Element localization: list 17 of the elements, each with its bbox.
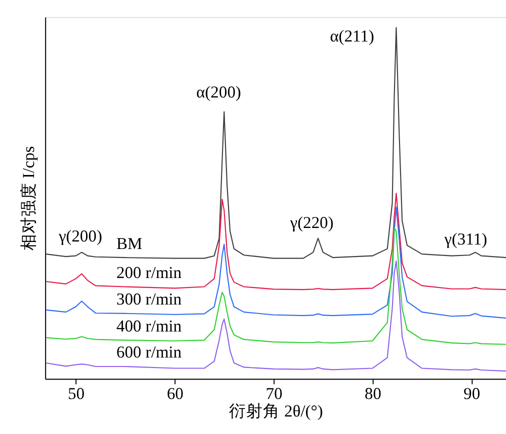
annotation: α(200) [196, 82, 242, 102]
x-tick-label: 60 [166, 384, 184, 403]
x-tick-label: 70 [266, 384, 282, 403]
series-label: 300 r/min [116, 290, 182, 309]
annotation: γ(220) [289, 212, 334, 232]
x-tick-label: 90 [464, 384, 480, 403]
series-label: 600 r/min [116, 342, 182, 362]
annotation: α(211) [330, 26, 374, 46]
x-tick-label: 50 [68, 384, 85, 403]
series-label: 200 r/min [116, 262, 182, 282]
series-label: 400 r/min [116, 316, 182, 336]
x-axis-title: 衍射角 2θ/(°) [229, 402, 323, 421]
annotation: γ(200) [58, 226, 102, 246]
y-axis-title: 相对强度 I/cps [18, 146, 38, 251]
x-tick-label: 80 [364, 384, 382, 403]
annotation: γ(311) [443, 229, 488, 248]
series-label: BM [116, 234, 143, 253]
